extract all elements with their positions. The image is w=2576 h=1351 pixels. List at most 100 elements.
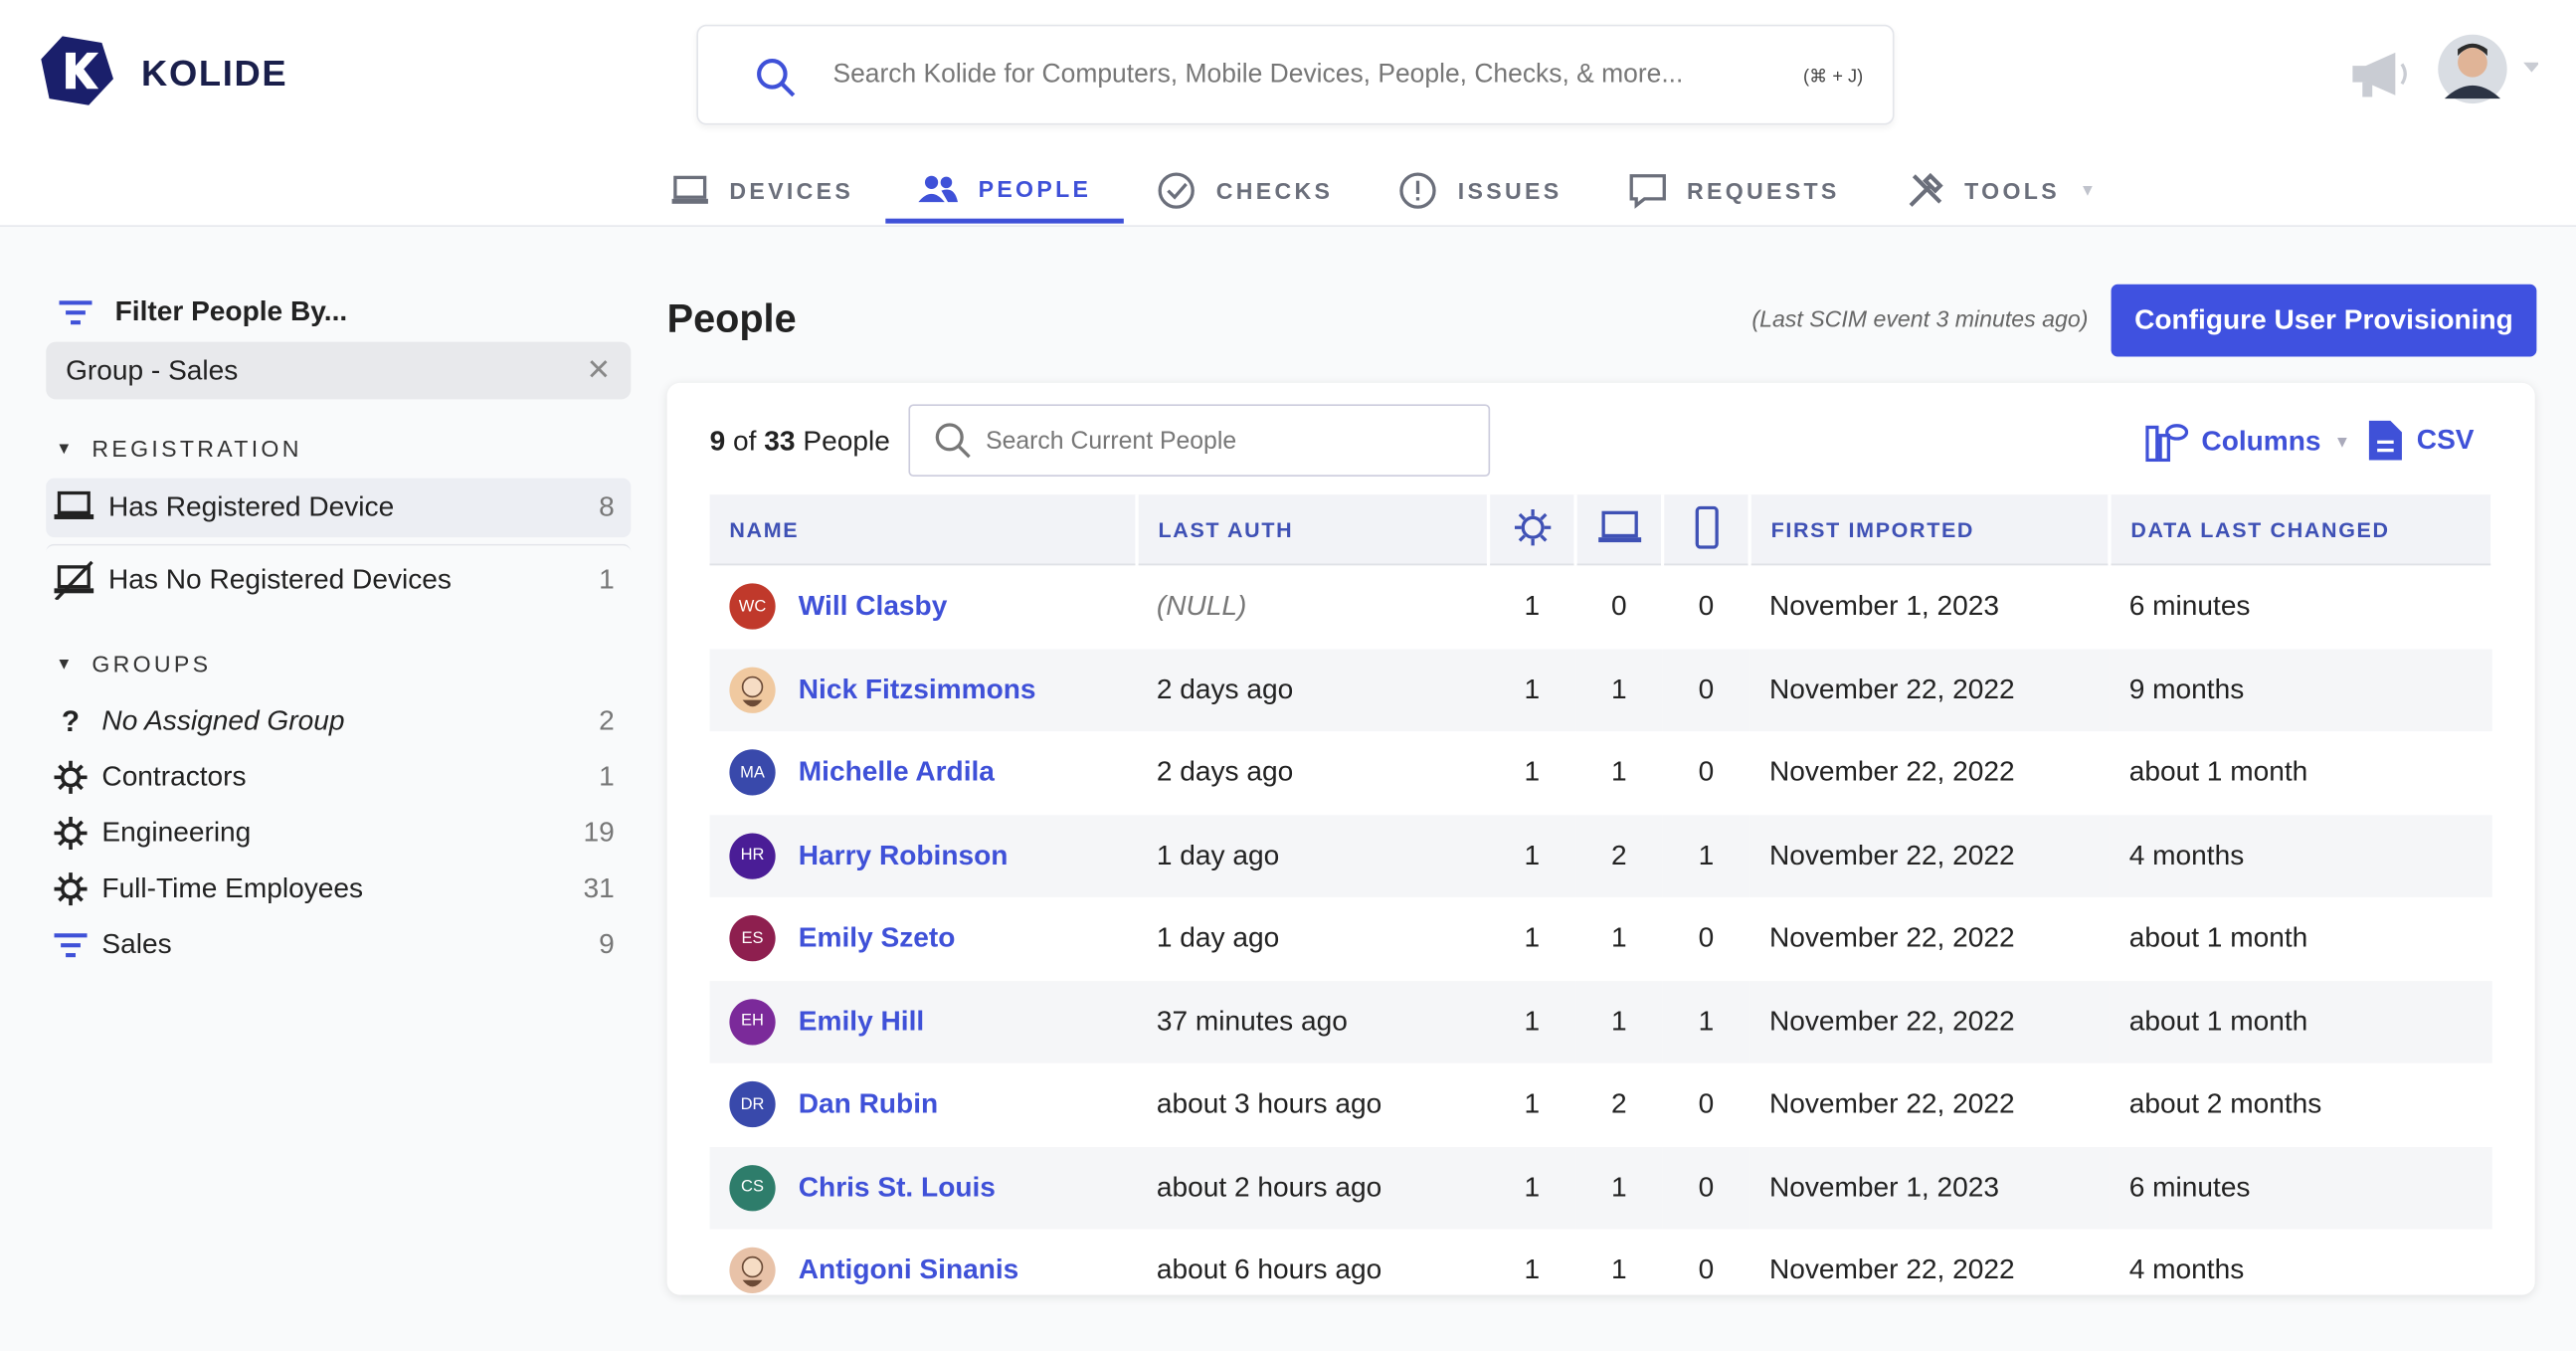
person-link[interactable]: Emily Hill [798,1005,925,1037]
mobile-column[interactable] [1662,494,1751,566]
person-link[interactable]: Chris St. Louis [798,1171,996,1203]
filter-label: No Assigned Group [101,704,345,737]
configure-button[interactable]: Configure User Provisioning [2111,284,2537,357]
filter-item[interactable]: Engineering 19 [46,805,631,861]
person-row[interactable]: MA Michelle Ardila 2 days ago 1 1 0 November 2… [710,731,2492,814]
name-cell: HR Harry Robinson [709,814,1138,897]
initials: HR [740,847,765,866]
devices-icon [1597,509,1641,542]
section-title[interactable]: ▼ REGISTRATION [56,436,631,462]
name-cell: Nick Fitzsimmons [709,648,1138,732]
active-filter[interactable]: Group - Sales ✕ [46,341,632,400]
devices-count: 1 [1575,648,1663,732]
person-link[interactable]: Harry Robinson [798,839,1009,871]
filter-item[interactable]: Has No Registered Devices 1 [46,543,632,615]
filter-item[interactable]: ? No Assigned Group 2 [46,693,631,749]
first-imported: November 22, 2022 [1749,980,2110,1063]
person-row[interactable]: WC Will Clasby (NULL) 1 0 0 November 1, 2023 6 … [710,564,2492,648]
icon [1158,172,1196,209]
columns-button[interactable]: Columns ▼ [2145,423,2350,463]
section-label: GROUPS [92,651,212,677]
remove-filter[interactable]: ✕ [586,353,612,387]
csv-button[interactable]: CSV [2367,419,2475,462]
name-cell: Antigoni Sinanis [710,1230,1137,1312]
person-row[interactable]: HR Harry Robinson 1 day ago 1 2 1 November 22,… [709,814,2492,897]
nav-item[interactable]: PEOPLE [886,158,1125,224]
person-link[interactable]: Will Clasby [798,590,948,622]
data-changed: 6 minutes [2109,1146,2492,1230]
nav-label: REQUESTS [1686,177,1840,204]
checks-column[interactable] [1488,494,1577,566]
avatar: EH [729,998,776,1046]
person-row[interactable]: Antigoni Sinanis about 6 hours ago 1 1 0 Nove… [710,1230,2492,1312]
mobile-icon [1694,504,1718,548]
name-cell: EH Emily Hill [709,980,1138,1063]
count-shown: 9 [709,425,726,458]
name-cell: CS Chris St. Louis [709,1146,1138,1230]
filter-label: Has No Registered Devices [108,563,452,595]
filter-label: Contractors [101,760,247,793]
column-header[interactable]: DATA LAST CHANGED [2109,494,2494,566]
search-placeholder: Search Current People [986,427,1237,456]
avatar [729,1248,776,1294]
data-changed: 4 months [2109,814,2492,897]
data-changed: 6 minutes [2128,590,2251,622]
mobile-count: 0 [1662,1146,1750,1230]
nav-item[interactable]: TOOLS ▼ [1873,158,2128,224]
person-row[interactable]: DR Dan Rubin about 3 hours ago 1 2 0 November … [710,1063,2492,1146]
name-cell: MA Michelle Ardila [710,731,1137,814]
devices-column[interactable] [1575,494,1665,566]
filter-icon [59,300,92,325]
icon [54,816,88,850]
person-row[interactable]: CS Chris St. Louis about 2 hours ago 1 1 0 Nov… [709,1146,2492,1230]
name-cell: WC Will Clasby [710,564,1137,648]
mobile-count: 0 [1698,756,1715,788]
nav-item[interactable]: REQUESTS [1594,158,1872,224]
user-avatar[interactable] [2437,33,2539,105]
icon [54,560,94,600]
columns-label: Columns [2201,425,2321,458]
column-header[interactable]: NAME [709,494,1139,566]
icon [1629,174,1666,209]
icon [54,490,94,519]
people-search[interactable]: Search Current People [908,404,1491,478]
filter-count: 1 [599,760,615,793]
nav-item[interactable]: ISSUES [1366,158,1594,224]
last-auth: 37 minutes ago [1137,980,1489,1063]
nav-item[interactable]: DEVICES [638,158,886,224]
person-link[interactable]: Antigoni Sinanis [798,1254,1019,1286]
filter-item[interactable]: Contractors 1 [46,749,631,805]
last-auth: (NULL) [1156,590,1247,622]
person-link[interactable]: Emily Szeto [798,922,956,954]
nav-item[interactable]: CHECKS [1124,158,1366,224]
filter-item[interactable]: Sales 9 [46,917,631,973]
last-auth: about 3 hours ago [1156,1087,1382,1120]
column-header[interactable]: FIRST IMPORTED [1749,494,2112,566]
person-link[interactable]: Nick Fitzsimmons [798,673,1036,705]
first-imported: November 22, 2022 [1749,648,2110,732]
person-row[interactable]: EH Emily Hill 37 minutes ago 1 1 1 November 22… [709,980,2492,1063]
column-header[interactable]: LAST AUTH [1137,494,1491,566]
announcements[interactable] [2349,50,2412,99]
person-link[interactable]: Dan Rubin [798,1087,939,1120]
mobile-count: 0 [1698,1087,1715,1120]
icon: ? [62,705,80,738]
section-title[interactable]: ▼ GROUPS [56,651,631,676]
checks-count: 1 [1488,980,1576,1063]
filter-item[interactable]: Has Registered Device 8 [46,478,632,538]
icon [671,175,708,204]
initials: EH [741,1012,765,1032]
filter-count: 19 [583,816,615,849]
global-search[interactable]: Search Kolide for Computers, Mobile Devi… [696,24,1895,125]
filter-item[interactable]: Full-Time Employees 31 [46,862,631,917]
filter-label: Has Registered Device [108,490,395,523]
filter-label: Sales [101,928,172,960]
icon [54,872,88,906]
devices-count: 2 [1575,814,1663,897]
mobile-count: 0 [1662,648,1750,732]
person-link[interactable]: Michelle Ardila [798,756,995,788]
person-row[interactable]: ES Emily Szeto 1 day ago 1 1 0 November 22, 20… [710,897,2492,980]
person-row[interactable]: Nick Fitzsimmons 2 days ago 1 1 0 November 22… [709,648,2492,732]
first-imported: November 1, 2023 [1749,1146,2110,1230]
